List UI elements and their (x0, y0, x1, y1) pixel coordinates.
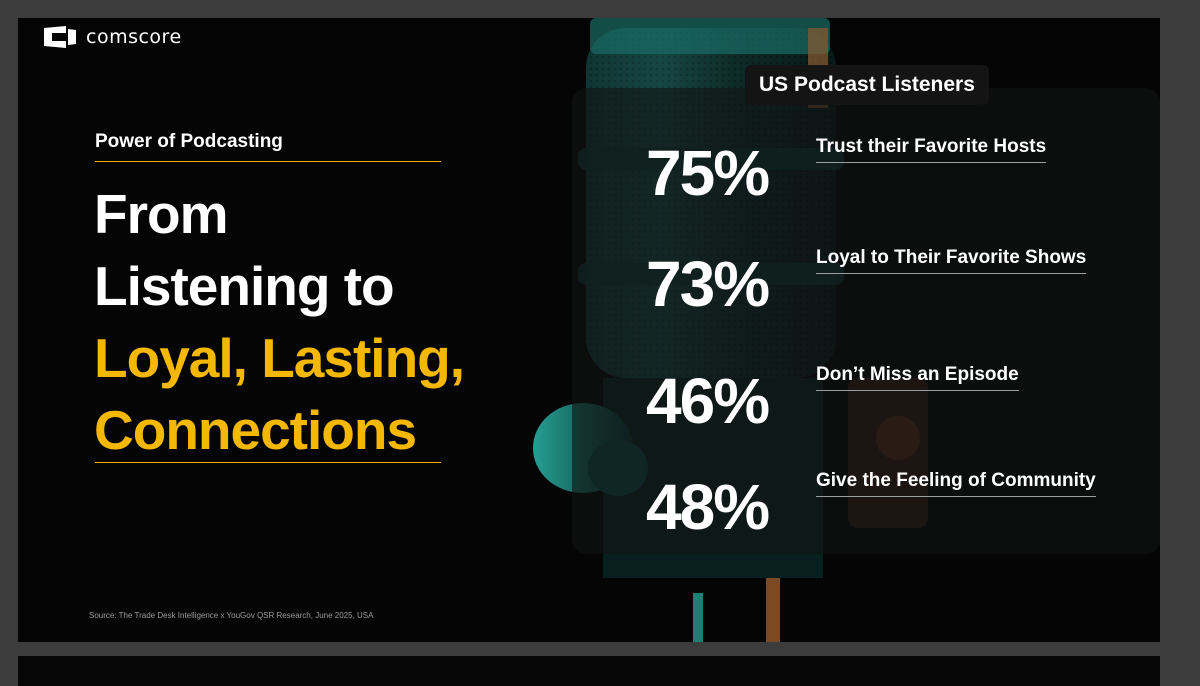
stat-value: 75% (646, 137, 770, 209)
stat-item: 73% Loyal to Their Favorite Shows (18, 247, 1160, 327)
stat-item: 48% Give the Feeling of Community (18, 470, 1160, 550)
stat-label: Loyal to Their Favorite Shows (816, 247, 1087, 274)
stat-value: 73% (646, 248, 770, 320)
headline-line-1: From (94, 183, 229, 245)
source-note: Source: The Trade Desk Intelligence x Yo… (89, 611, 374, 620)
brand-logo: comscore (44, 26, 182, 48)
stat-label: Don’t Miss an Episode (816, 364, 1019, 391)
slide: comscore Power of Podcasting From Listen… (18, 18, 1160, 642)
stat-label: Trust their Favorite Hosts (816, 136, 1047, 163)
headline-line-2: Listening to (94, 255, 395, 317)
stat-label: Give the Feeling of Community (816, 470, 1096, 497)
comscore-logo-mark-icon (44, 26, 76, 48)
section-kicker: Power of Podcasting (95, 131, 441, 162)
next-slide-preview (18, 656, 1160, 686)
stat-item: 75% Trust their Favorite Hosts (18, 136, 1160, 216)
headline-line-4: Connections (94, 399, 417, 461)
panel-title: US Podcast Listeners (745, 65, 989, 105)
headline-divider (95, 462, 441, 463)
brand-name: comscore (86, 26, 182, 48)
stat-item: 46% Don’t Miss an Episode (18, 364, 1160, 444)
stat-value: 46% (646, 365, 770, 437)
stat-value: 48% (646, 471, 770, 543)
stats-panel (572, 88, 1160, 554)
headline: From Listening to Loyal, Lasting, Connec… (94, 178, 574, 466)
headline-line-3: Loyal, Lasting, (94, 327, 465, 389)
